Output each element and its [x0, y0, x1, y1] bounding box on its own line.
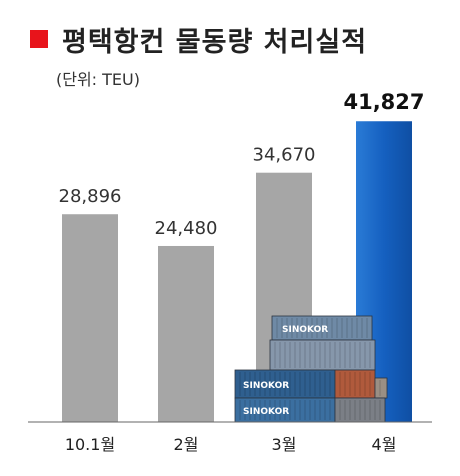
container-2 — [269, 339, 376, 371]
container-logo: SINOKOR — [243, 407, 289, 417]
value-label-1: 28,896 — [59, 186, 122, 207]
shipping-containers-illustration: SINOKOR SINOKOR SINOKOR — [234, 315, 388, 423]
value-label-4: 41,827 — [343, 90, 424, 114]
category-label-1: 10.1월 — [65, 435, 115, 454]
category-label-2: 2월 — [174, 435, 199, 454]
bar-1 — [62, 214, 118, 422]
value-label-3: 34,670 — [253, 145, 316, 166]
title-marker-icon — [30, 30, 48, 48]
category-label-4: 4월 — [372, 435, 397, 454]
container-6: SINOKOR — [234, 397, 336, 423]
container-5 — [374, 377, 388, 399]
container-3: SINOKOR — [234, 369, 336, 399]
container-logo: SINOKOR — [282, 325, 328, 335]
container-logo: SINOKOR — [243, 381, 289, 391]
container-1 — [271, 315, 373, 341]
bar-2 — [158, 245, 214, 422]
container-7 — [334, 397, 386, 423]
value-label-2: 24,480 — [155, 218, 218, 239]
category-label-3: 3월 — [272, 435, 297, 454]
title-text: 평택항컨 물동량 처리실적 — [62, 26, 368, 58]
unit-label: (단위: TEU) — [56, 70, 140, 89]
chart-title: 평택항컨 물동량 처리실적 — [30, 22, 368, 58]
container-4 — [334, 369, 376, 399]
